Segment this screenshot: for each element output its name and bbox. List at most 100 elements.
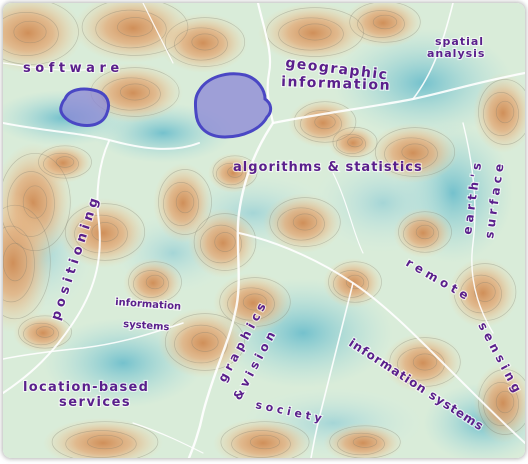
map-frame[interactable]: s o f t w a r e geographic information s… [3, 3, 525, 458]
contour [266, 7, 364, 57]
contour [277, 207, 325, 241]
contour [349, 3, 421, 43]
contour [3, 12, 59, 56]
river [412, 3, 454, 100]
contour [119, 83, 151, 101]
label-services: services [59, 395, 131, 410]
contour [333, 270, 369, 298]
contour [460, 274, 502, 314]
hill [328, 125, 378, 161]
hill [188, 208, 258, 278]
contour [163, 182, 199, 226]
contour [3, 204, 51, 320]
contour [200, 224, 242, 264]
contour [133, 270, 169, 298]
terrain-relief [3, 3, 525, 458]
hill [368, 123, 458, 183]
contour [65, 430, 137, 458]
contour [292, 213, 318, 231]
contour [128, 261, 182, 303]
contour [3, 152, 71, 252]
contour [55, 156, 75, 168]
river [3, 322, 184, 360]
hill [258, 3, 368, 63]
contour [164, 313, 246, 371]
contour [453, 263, 517, 321]
contour [193, 213, 257, 271]
contour [158, 169, 212, 235]
contour [13, 20, 47, 44]
lake-central[interactable] [193, 72, 273, 139]
contour [384, 137, 438, 171]
contour [474, 282, 496, 302]
contour [249, 434, 281, 450]
river [132, 422, 204, 454]
contour [495, 100, 515, 124]
contour [227, 166, 243, 178]
contour [398, 211, 452, 253]
contour [18, 315, 72, 349]
contour-lines [3, 3, 525, 458]
hill [13, 313, 73, 353]
river-network [3, 3, 525, 458]
hill [473, 363, 525, 443]
contour [401, 143, 429, 161]
contour [212, 155, 258, 189]
contour [227, 287, 275, 321]
contour [174, 324, 228, 364]
river [310, 282, 354, 458]
contour [174, 27, 228, 61]
river [142, 3, 174, 64]
contour [483, 92, 519, 136]
hill [123, 258, 183, 308]
hill [43, 418, 163, 458]
contour [23, 322, 59, 346]
contour [87, 434, 123, 450]
contour [215, 162, 247, 186]
label-spatial: spatial [435, 35, 484, 48]
contour [314, 114, 336, 130]
contour [389, 337, 461, 387]
river [238, 232, 525, 444]
contour [337, 432, 385, 456]
hill [393, 208, 453, 258]
contour [478, 369, 525, 435]
contour [95, 9, 167, 49]
contour [220, 421, 310, 458]
contour [35, 326, 55, 338]
contour [332, 127, 378, 157]
contour [347, 136, 363, 148]
contour [415, 224, 435, 240]
label-analysis: analysis [427, 47, 485, 60]
terrain-map[interactable]: s o f t w a r e geographic information s… [3, 3, 525, 458]
contour [74, 214, 128, 254]
contour [164, 17, 246, 67]
hill [58, 198, 148, 268]
contour [357, 10, 405, 38]
contour [374, 127, 456, 177]
hill [343, 3, 423, 48]
contour [242, 293, 268, 311]
contour [231, 430, 291, 458]
contour [117, 17, 153, 37]
contour [412, 353, 438, 371]
label-information-top: information [281, 74, 392, 94]
contour [269, 197, 341, 247]
river [332, 172, 364, 254]
contour [145, 274, 165, 290]
hill [448, 258, 518, 328]
hill [158, 13, 248, 73]
contour [22, 185, 48, 219]
contour [335, 133, 367, 155]
contour [298, 23, 332, 41]
hill [3, 3, 83, 73]
contour [81, 3, 189, 56]
lake-west[interactable] [59, 87, 111, 127]
label-software: s o f t w a r e [23, 61, 119, 76]
contour [278, 17, 344, 51]
contour [403, 220, 439, 248]
river [3, 62, 94, 71]
contour [43, 152, 79, 176]
contour [7, 171, 55, 237]
river [3, 122, 200, 150]
